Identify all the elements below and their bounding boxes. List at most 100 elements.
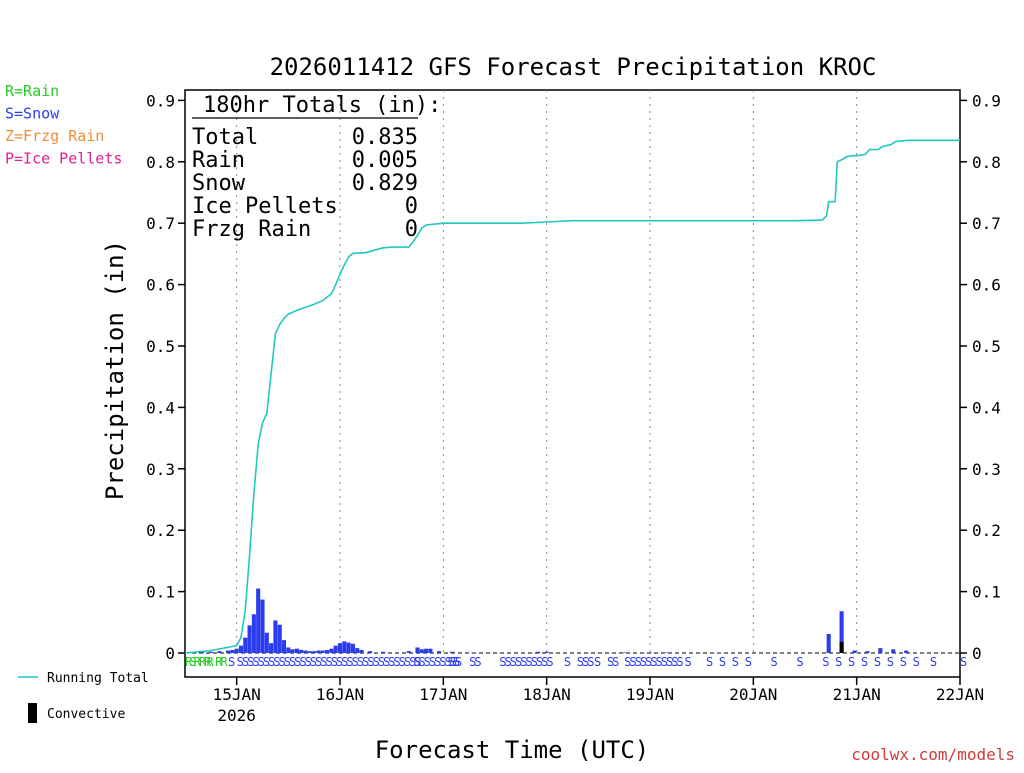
precip-type-marker: SSSSSSSSSS (499, 655, 553, 669)
x-tick-label: 15JAN (213, 685, 261, 704)
credit-text: coolwx.com/models (851, 745, 1015, 764)
x-tick-label: 19JAN (626, 685, 674, 704)
precip-bar (273, 620, 278, 653)
precip-type-marker: S (874, 655, 881, 669)
precip-bar (428, 648, 433, 653)
series-legend: Running Total Convective (18, 671, 149, 723)
running-total-line (184, 139, 960, 654)
precip-bar (260, 599, 265, 653)
precip-bar (381, 651, 386, 653)
precip-type-marker: R (207, 655, 215, 669)
y-tick-label-left: 0.8 (146, 153, 175, 172)
x-tick-label: 21JAN (833, 685, 881, 704)
precip-bar (826, 633, 831, 653)
precip-bar (406, 651, 411, 653)
totals-row-value: 0.835 (352, 125, 418, 150)
precip-type-marker: S (732, 655, 739, 669)
precip-bar (316, 650, 321, 653)
y-tick-label-right: 0.4 (972, 398, 1001, 417)
precip-bar (269, 643, 274, 653)
precip-bar (277, 624, 282, 653)
totals-heading: 180hr Totals (in): (203, 93, 441, 118)
precip-bar (264, 632, 269, 653)
precip-type-marker: SSS (577, 655, 594, 669)
precip-type-marker: SSSSSSSSSSSSSSSSSSSSSSSSSSSSSSSSSSS (237, 655, 422, 669)
y-tick-label-left: 0.1 (146, 583, 175, 602)
y-tick-label-right: 0.9 (972, 91, 1001, 110)
precip-type-marker: S (796, 655, 803, 669)
precip-bar (256, 588, 261, 653)
precip-bar (217, 651, 222, 653)
x-tick-label: 18JAN (523, 685, 571, 704)
precip-bar (891, 649, 896, 653)
precip-bar (234, 648, 239, 653)
precip-bar (716, 652, 721, 653)
precip-bar (346, 642, 351, 653)
totals-row-label: Frzg Rain (192, 217, 311, 242)
precip-type-marker: SSSSSSSSS (413, 655, 462, 669)
precip-type-marker: S (900, 655, 907, 669)
type-legend-item: P=Ice Pellets (5, 150, 122, 168)
precip-bar (320, 650, 325, 653)
precip-bar (251, 614, 256, 653)
y-tick-label-left: 0.3 (146, 460, 175, 479)
precip-type-legend: R=Rain S=Snow Z=Frzg Rain P=Ice Pellets (5, 82, 122, 168)
x-axis-label: Forecast Time (UTC) (375, 736, 650, 764)
totals-row-label: Rain (192, 148, 245, 173)
totals-row-label: Ice Pellets (192, 194, 338, 219)
precip-bar (290, 649, 295, 653)
precip-type-marker: S (745, 655, 752, 669)
y-tick-label-left: 0.7 (146, 214, 175, 233)
precip-bar (852, 650, 857, 653)
y-tick-label-right: 0.1 (972, 583, 1001, 602)
precip-type-marker: S (564, 655, 571, 669)
y-tick-label-left: 0.4 (146, 398, 175, 417)
precip-type-marker: S (848, 655, 855, 669)
precip-bar (865, 651, 870, 653)
precip-bar (419, 649, 424, 653)
precip-bar (299, 649, 304, 653)
precip-bar (904, 650, 909, 653)
precip-bar (665, 652, 670, 653)
y-tick-label-right: 0.7 (972, 214, 1001, 233)
x-tick-label: 22JAN (936, 685, 984, 704)
precip-bar (415, 647, 420, 653)
precip-type-marker: S (706, 655, 713, 669)
precip-type-marker: SS (469, 655, 481, 669)
precip-bar (536, 651, 541, 653)
totals-row-value: 0.005 (352, 148, 418, 173)
precip-bar (243, 637, 248, 653)
precip-bar (230, 649, 235, 653)
y-tick-label-right: 0.6 (972, 276, 1001, 295)
precip-bar (337, 643, 343, 653)
precip-bar (424, 648, 429, 653)
y-tick-label-right: 0 (972, 644, 982, 663)
precip-type-marker: S (861, 655, 868, 669)
precip-bar (286, 647, 291, 653)
precip-type-marker: S (771, 655, 778, 669)
y-tick-label-left: 0.9 (146, 91, 175, 110)
y-tick-label-right: 0.8 (972, 153, 1001, 172)
precip-bar (544, 651, 549, 653)
y-tick-label-left: 0.5 (146, 337, 175, 356)
precip-bar (303, 650, 308, 653)
x-tick-year-label: 2026 (217, 706, 256, 725)
totals-row-value: 0.829 (352, 171, 418, 196)
precip-bar (622, 652, 627, 653)
type-legend-item: Z=Frzg Rain (5, 127, 104, 145)
precip-bar (200, 651, 205, 653)
convective-legend-swatch (28, 703, 37, 723)
precip-type-marker: S (822, 655, 829, 669)
y-axis-label: Precipitation (in) (101, 240, 129, 500)
precip-type-marker: S (228, 655, 235, 669)
precip-bar (307, 651, 312, 653)
plot-frame (184, 89, 961, 678)
type-legend-item: R=Rain (5, 82, 59, 100)
precip-type-marker: S (594, 655, 601, 669)
precip-bar (247, 625, 252, 653)
y-tick-label-left: 0.6 (146, 276, 175, 295)
running-total-legend-label: Running Total (47, 671, 149, 686)
precip-type-marker: S (684, 655, 691, 669)
